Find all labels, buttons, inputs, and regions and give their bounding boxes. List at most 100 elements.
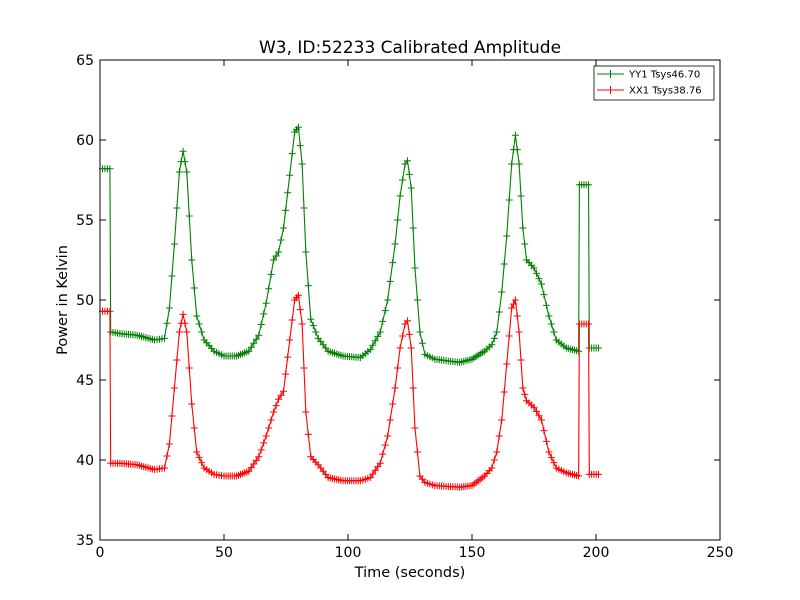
data-point — [405, 170, 413, 178]
data-point — [165, 304, 173, 312]
data-point — [510, 300, 518, 308]
data-point — [260, 439, 268, 447]
data-point — [188, 256, 196, 264]
data-point — [170, 240, 178, 248]
data-point — [193, 448, 201, 456]
data-point — [545, 448, 553, 456]
data-point — [495, 308, 503, 316]
data-point — [495, 432, 503, 440]
data-point — [503, 232, 511, 240]
plot-frame — [99, 59, 721, 541]
data-point — [181, 158, 189, 166]
y-tick-label: 65 — [76, 53, 94, 69]
data-point — [280, 224, 288, 232]
data-point — [550, 459, 558, 467]
x-tick-label: 150 — [459, 545, 486, 561]
data-point — [532, 269, 540, 277]
data-point — [165, 440, 173, 448]
x-axis-label: Time (seconds) — [354, 565, 466, 581]
data-point — [389, 400, 397, 408]
data-point — [550, 328, 558, 336]
data-point — [384, 296, 392, 304]
data-point — [409, 384, 417, 392]
data-point — [288, 316, 296, 324]
data-point — [252, 456, 260, 464]
data-point — [262, 432, 270, 440]
data-point — [500, 388, 508, 396]
data-point — [262, 299, 270, 307]
data-point — [508, 160, 516, 168]
data-point — [300, 364, 308, 372]
data-point — [374, 332, 382, 340]
data-point — [296, 142, 304, 150]
data-point — [490, 456, 498, 464]
data-point — [490, 334, 498, 342]
data-point — [532, 407, 540, 415]
data-point — [530, 264, 538, 272]
data-point — [413, 448, 421, 456]
data-point — [369, 470, 377, 478]
data-point — [500, 260, 508, 268]
data-point — [163, 319, 171, 327]
data-point — [513, 312, 521, 320]
data-point — [399, 176, 407, 184]
data-point — [411, 424, 419, 432]
data-point — [294, 291, 302, 299]
data-point — [505, 196, 513, 204]
data-point — [245, 347, 253, 355]
data-point — [540, 291, 548, 299]
data-point — [369, 341, 377, 349]
data-point — [193, 312, 201, 320]
y-tick-label: 60 — [76, 133, 94, 149]
data-point — [585, 181, 593, 189]
data-point — [250, 460, 258, 468]
data-point — [270, 256, 278, 264]
data-point — [170, 384, 178, 392]
data-point — [374, 463, 382, 471]
y-tick-label: 55 — [76, 213, 94, 229]
data-point — [247, 343, 255, 351]
data-point — [282, 206, 290, 214]
data-point — [381, 307, 389, 315]
data-point — [498, 288, 506, 296]
data-point — [511, 296, 519, 304]
data-point — [493, 328, 501, 336]
data-point — [386, 277, 394, 285]
data-point — [160, 464, 168, 472]
data-point — [282, 370, 290, 378]
data-point — [517, 356, 525, 364]
data-point — [530, 403, 538, 411]
data-point — [173, 204, 181, 212]
data-point — [190, 284, 198, 292]
data-point — [594, 470, 602, 478]
data-point — [498, 416, 506, 424]
data-point — [307, 315, 315, 323]
data-point — [288, 150, 296, 158]
data-point — [521, 240, 529, 248]
data-point — [255, 331, 263, 339]
data-point — [284, 189, 292, 197]
data-point — [195, 453, 203, 461]
legend-box — [593, 65, 715, 101]
data-point — [255, 453, 263, 461]
data-point — [519, 224, 527, 232]
data-point — [575, 472, 583, 480]
data-point — [594, 344, 602, 352]
data-point — [515, 328, 523, 336]
data-point — [185, 212, 193, 220]
data-point — [188, 400, 196, 408]
data-point — [386, 416, 394, 424]
x-tick-label: 100 — [335, 545, 362, 561]
data-point — [411, 264, 419, 272]
x-tick-label: 50 — [215, 545, 233, 561]
data-point — [168, 412, 176, 420]
data-point — [296, 306, 304, 314]
data-point — [394, 364, 402, 372]
data-point — [257, 446, 265, 454]
data-point — [371, 466, 379, 474]
data-point — [175, 168, 183, 176]
data-point — [267, 416, 275, 424]
data-point — [198, 459, 206, 467]
data-point — [513, 146, 521, 154]
data-point — [300, 204, 308, 212]
